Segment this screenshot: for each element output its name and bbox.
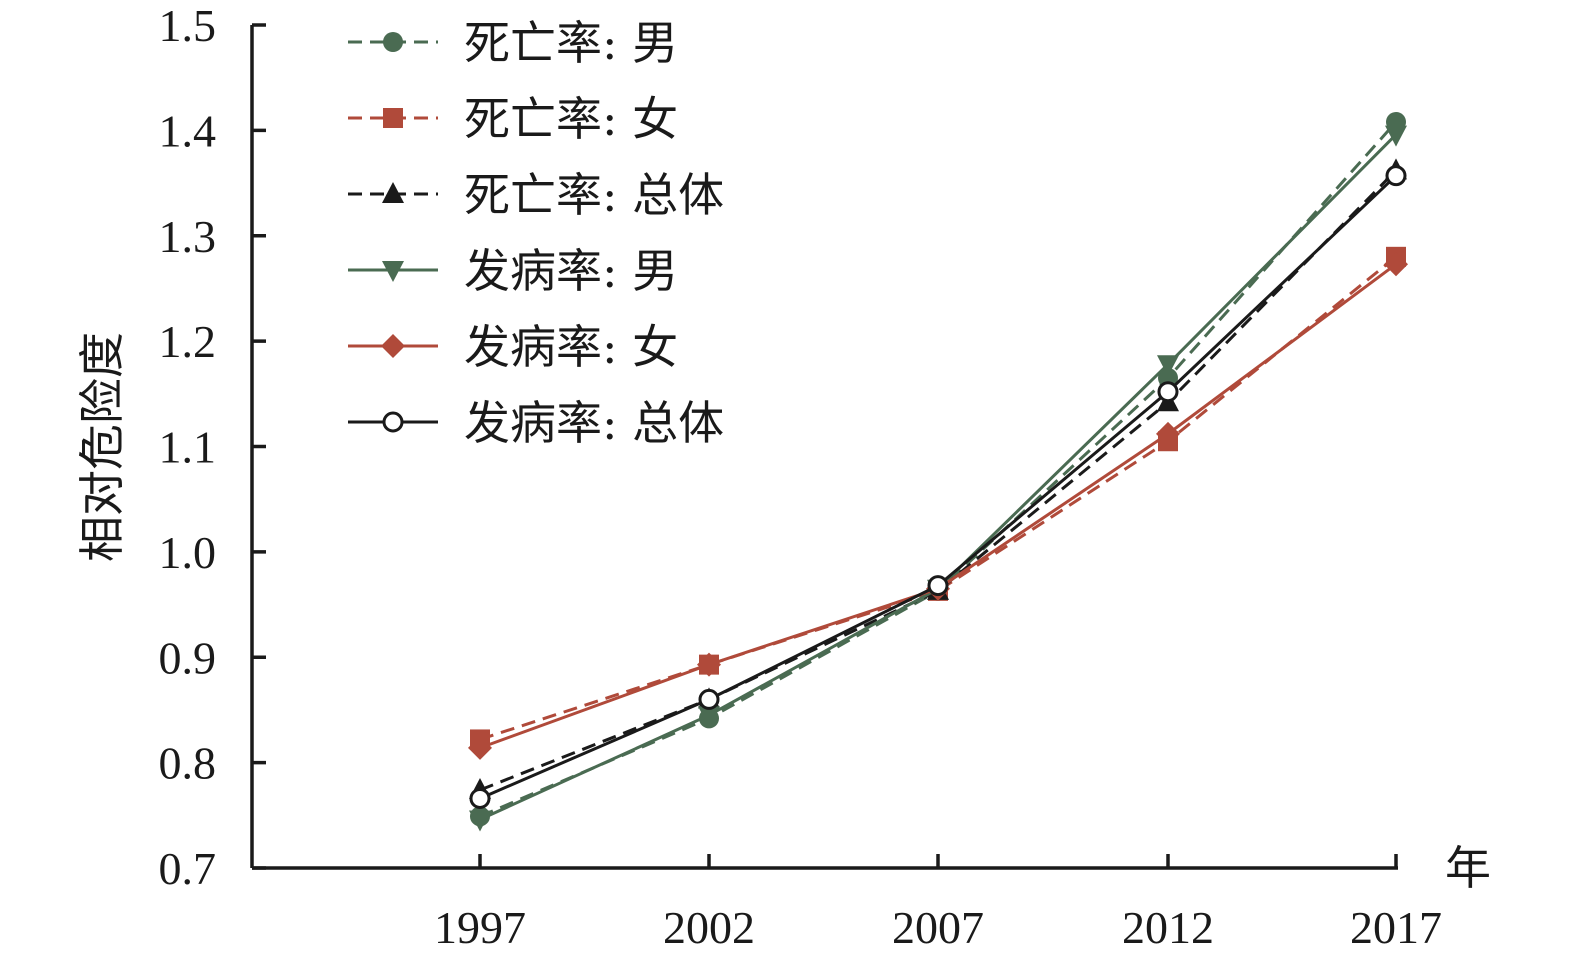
legend-label: 死亡率: 女 [464, 92, 678, 146]
y-tick-label: 0.9 [159, 632, 217, 683]
legend-item: 死亡率: 男 [348, 16, 678, 70]
legend-label: 死亡率: 男 [464, 16, 678, 70]
series-line [479, 120, 1398, 818]
data-point [1384, 252, 1408, 277]
y-tick-label: 1.5 [159, 0, 217, 51]
y-tick-label: 1.4 [159, 105, 217, 156]
axes [250, 25, 1398, 870]
y-tick-label: 1.0 [159, 527, 217, 578]
y-ticks: 0.7 0.8 0.9 1.0 1.1 1.2 1.3 1.4 1.5 [159, 0, 266, 894]
y-axis-label: 相对危险度 [75, 332, 129, 562]
series-line [479, 169, 1398, 792]
series-group [468, 111, 1408, 832]
x-axis-label: 年 [1445, 841, 1491, 895]
series-line [479, 255, 1397, 741]
legend-item: 发病率: 总体 [348, 396, 724, 450]
legend-marker [383, 32, 403, 52]
data-point [469, 787, 491, 809]
x-tick-label: 2017 [1350, 902, 1442, 953]
y-tick-label: 1.3 [159, 211, 217, 262]
x-tick-label: 2002 [663, 902, 755, 953]
data-point [469, 810, 491, 832]
data-point [698, 706, 720, 728]
legend-label: 发病率: 男 [464, 244, 678, 298]
data-point [1157, 355, 1179, 377]
data-point [927, 575, 949, 597]
series-6 [469, 165, 1407, 809]
legend-item: 死亡率: 女 [348, 92, 678, 146]
y-tick-label: 1.1 [159, 422, 217, 473]
x-tick-label: 2007 [892, 902, 984, 953]
y-tick-label: 0.8 [159, 738, 217, 789]
legend-marker [381, 334, 405, 358]
legend-item: 发病率: 女 [348, 320, 678, 374]
data-point [698, 688, 720, 710]
y-tick-label: 0.7 [159, 843, 217, 894]
data-point [1157, 381, 1179, 403]
data-point [1385, 125, 1407, 147]
legend-label: 发病率: 女 [464, 320, 678, 374]
legend-marker [382, 261, 404, 282]
legend-item: 死亡率: 总体 [348, 168, 724, 222]
x-tick-label: 1997 [434, 902, 526, 953]
data-point [468, 735, 492, 760]
legend-label: 发病率: 总体 [464, 396, 724, 450]
series-4 [469, 125, 1407, 832]
legend-label: 死亡率: 总体 [464, 168, 724, 222]
x-ticks: 1997 2002 2007 2012 2017 [434, 854, 1442, 953]
data-point [1156, 421, 1180, 446]
series-line [479, 133, 1398, 821]
y-tick-label: 1.2 [159, 316, 217, 367]
legend-marker [383, 108, 403, 128]
legend-marker [382, 411, 404, 433]
data-point [697, 652, 721, 677]
x-tick-label: 2012 [1122, 902, 1214, 953]
legend-marker [382, 182, 404, 203]
data-point [1385, 165, 1407, 187]
legend-item: 发病率: 男 [348, 244, 678, 298]
